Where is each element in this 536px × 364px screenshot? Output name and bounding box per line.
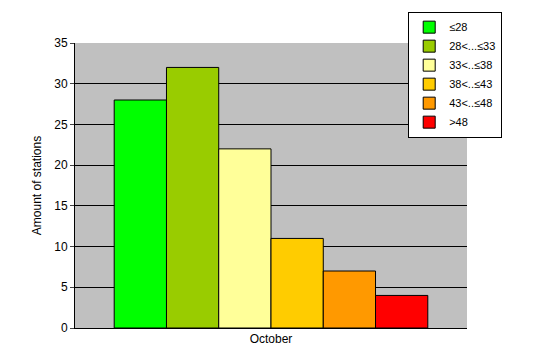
svg-text:>48: >48 [449, 116, 468, 128]
svg-text:35: 35 [54, 36, 68, 50]
svg-text:43<..≤48: 43<..≤48 [449, 97, 492, 109]
svg-text:20: 20 [54, 158, 68, 172]
svg-text:25: 25 [54, 118, 68, 132]
svg-text:0: 0 [61, 321, 68, 335]
svg-text:≤28: ≤28 [449, 21, 467, 33]
svg-text:October: October [250, 332, 293, 346]
svg-text:30: 30 [54, 77, 68, 91]
svg-text:38<..≤43: 38<..≤43 [449, 78, 492, 90]
svg-text:Amount of stations: Amount of stations [30, 136, 44, 235]
svg-text:28<...≤33: 28<...≤33 [449, 40, 495, 52]
svg-text:15: 15 [54, 199, 68, 213]
svg-text:33<..≤38: 33<..≤38 [449, 59, 492, 71]
svg-text:5: 5 [61, 280, 68, 294]
svg-text:10: 10 [54, 240, 68, 254]
